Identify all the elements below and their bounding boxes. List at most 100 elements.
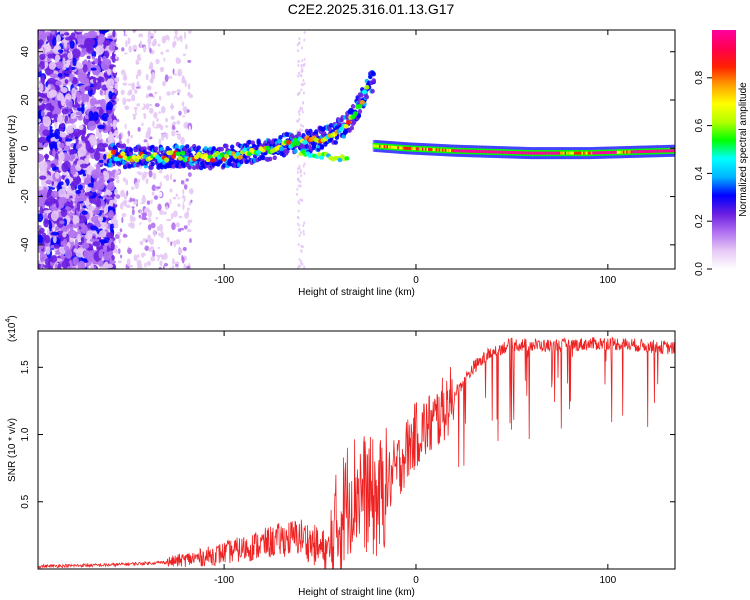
spectrogram-blob bbox=[160, 133, 165, 141]
spectrogram-blob bbox=[114, 181, 117, 186]
spectrogram-blob bbox=[150, 198, 153, 205]
spectrogram-blob bbox=[158, 95, 162, 101]
snr-frame bbox=[37, 330, 676, 570]
spectrogram-blob bbox=[131, 82, 136, 91]
spectrogram-band-core bbox=[553, 151, 557, 155]
spectrogram-band-core bbox=[398, 146, 402, 150]
spectrogram-blob bbox=[296, 170, 299, 174]
spectrogram-band-core bbox=[478, 150, 482, 154]
spectrogram-x-tick-label: 100 bbox=[600, 275, 617, 286]
spectrogram-blob bbox=[130, 173, 134, 176]
spectrogram-blob bbox=[170, 241, 173, 247]
spectrogram-blob bbox=[150, 256, 156, 262]
spectrogram-blob bbox=[187, 83, 191, 90]
spectrogram-blob bbox=[224, 143, 229, 149]
spectrogram-blob bbox=[114, 172, 118, 180]
spectrogram-band-core bbox=[584, 151, 587, 155]
spectrogram-band-core bbox=[417, 147, 420, 151]
spectrogram-blob bbox=[158, 169, 163, 174]
spectrogram-blob bbox=[109, 223, 115, 229]
spectrogram-band-core bbox=[432, 148, 436, 152]
spectrogram-blob bbox=[92, 111, 99, 121]
spectrogram-band-core bbox=[489, 150, 492, 154]
spectrogram-blob bbox=[163, 66, 167, 75]
spectrogram-y-tick-label: -20 bbox=[20, 189, 31, 204]
spectrogram-blob bbox=[139, 40, 143, 49]
spectrogram-band-core bbox=[579, 151, 583, 155]
spectrogram-blob bbox=[105, 124, 112, 132]
spectrogram-blob bbox=[112, 203, 118, 208]
spectrogram-blob bbox=[98, 106, 103, 117]
spectrogram-blob bbox=[290, 142, 296, 147]
spectrogram-blob bbox=[121, 189, 125, 197]
spectrogram-band-core bbox=[645, 149, 649, 153]
spectrogram-band-core bbox=[503, 150, 506, 154]
spectrogram-blob bbox=[297, 260, 300, 264]
spectrogram-band-core bbox=[549, 151, 552, 155]
spectrogram-blob bbox=[153, 146, 159, 152]
spectrogram-blob bbox=[122, 74, 128, 81]
spectrogram-blob bbox=[52, 148, 56, 158]
spectrogram-blob bbox=[84, 157, 90, 165]
spectrogram-band-core bbox=[636, 150, 640, 154]
spectrogram-blob bbox=[296, 68, 299, 72]
spectrogram-blob bbox=[121, 213, 127, 218]
spectrogram-band-core bbox=[649, 149, 652, 153]
spectrogram-blob bbox=[152, 120, 155, 128]
spectrogram-band-core bbox=[543, 151, 546, 155]
spectrogram-blob bbox=[299, 170, 302, 174]
spectrogram-blob bbox=[174, 132, 179, 135]
spectrogram-blob bbox=[162, 265, 165, 269]
spectrogram-blob bbox=[64, 70, 72, 75]
snr-panel: -100 0 100 0.5 1.0 1.5 Height of straight lin… bbox=[5, 315, 676, 598]
spectrogram-band-core bbox=[527, 151, 531, 155]
spectrogram-band-core bbox=[603, 151, 606, 155]
spectrogram-band-core bbox=[428, 147, 431, 151]
spectrogram-blob bbox=[74, 238, 79, 250]
spectrogram-blob bbox=[76, 201, 81, 212]
spectrogram-blob bbox=[181, 77, 186, 84]
spectrogram-blob bbox=[107, 259, 116, 265]
spectrogram-band-core bbox=[480, 150, 483, 154]
spectrogram-blob bbox=[172, 68, 175, 75]
spectrogram-band-core bbox=[556, 151, 560, 155]
spectrogram-blob bbox=[45, 246, 51, 255]
spectrogram-blob bbox=[124, 52, 128, 55]
spectrogram-band-core bbox=[541, 151, 545, 155]
spectrogram-blob bbox=[133, 254, 138, 262]
spectrogram-blob bbox=[371, 71, 376, 77]
spectrogram-blob bbox=[182, 169, 186, 172]
spectrogram-band-core bbox=[609, 151, 612, 155]
spectrogram-blob bbox=[319, 145, 325, 150]
spectrogram-blob bbox=[170, 173, 173, 181]
spectrogram-band-core bbox=[615, 150, 618, 154]
spectrogram-band-core bbox=[420, 147, 423, 151]
spectrogram-blob bbox=[76, 233, 81, 242]
spectrogram-blob bbox=[168, 150, 174, 156]
spectrogram-blob bbox=[176, 89, 181, 94]
spectrogram-blob bbox=[361, 89, 368, 95]
spectrogram-blob bbox=[120, 151, 126, 157]
spectrogram-band-core bbox=[405, 146, 408, 150]
spectrogram-blob bbox=[89, 98, 96, 107]
spectrogram-blob bbox=[161, 35, 167, 44]
spectrogram-band-core bbox=[629, 150, 632, 154]
spectrogram-blob bbox=[127, 163, 132, 169]
spectrogram-band-core bbox=[429, 148, 432, 152]
spectrogram-blob bbox=[187, 91, 191, 97]
spectrogram-blob bbox=[175, 151, 181, 157]
spectrogram-band-core bbox=[385, 145, 388, 149]
spectrogram-blob bbox=[49, 255, 58, 263]
spectrogram-blob bbox=[120, 30, 125, 37]
spectrogram-blob bbox=[120, 69, 126, 76]
spectrogram-band-core bbox=[494, 150, 497, 154]
spectrogram-blobs bbox=[38, 30, 675, 269]
spectrogram-blob bbox=[301, 128, 304, 132]
snr-x-tick-label: -100 bbox=[214, 575, 234, 586]
spectrogram-blob bbox=[171, 90, 177, 94]
spectrogram-blob bbox=[297, 42, 300, 46]
spectrogram-blob bbox=[358, 92, 364, 98]
spectrogram-blob bbox=[158, 191, 163, 198]
spectrogram-band-core bbox=[515, 151, 518, 155]
spectrogram-y-tick-label: 40 bbox=[20, 46, 31, 58]
